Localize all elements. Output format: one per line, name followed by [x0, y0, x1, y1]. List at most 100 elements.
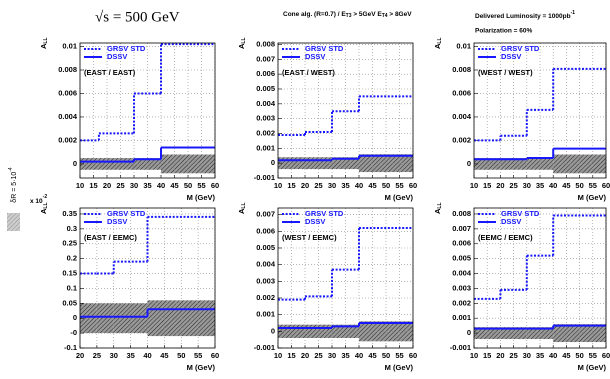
luminosity: Delivered Luminosity = 1000pb-1 — [475, 10, 575, 19]
x-tick-label: 45 — [160, 351, 168, 360]
ylabel-main: A — [237, 208, 246, 214]
x-tick-label: 50 — [382, 181, 390, 190]
y-tick-label: 0 — [73, 159, 77, 168]
cone-part: > 8GeV — [388, 11, 413, 18]
frame — [277, 207, 414, 349]
y-tick-label: 0.008 — [452, 209, 471, 218]
lumi-sup: -1 — [571, 10, 576, 16]
x-tick-label: 25 — [509, 181, 517, 190]
error-band — [96, 303, 114, 334]
panel-label: (EAST / EAST) — [84, 68, 136, 77]
sqrt-s: √s = 500 GeV — [95, 9, 180, 25]
x-tick-label: 35 — [536, 181, 544, 190]
x-tick-label: 55 — [194, 351, 202, 360]
y-tick-label: 0.35 — [62, 209, 77, 218]
x-tick-label: 60 — [409, 351, 417, 360]
y-tick-label: -0.001 — [254, 343, 275, 352]
frame — [277, 42, 414, 179]
x-tick-label: 40 — [355, 181, 363, 190]
error-band — [474, 327, 501, 340]
ylabel-sub: LL — [241, 37, 247, 43]
legend-label: DSSV — [107, 52, 127, 61]
x-tick-label: 15 — [483, 181, 491, 190]
y-tick-label: 0 — [467, 159, 471, 168]
y-tick-label: 0.006 — [58, 88, 77, 97]
x-tick-label: 55 — [395, 351, 403, 360]
y-tick-label: 0.2 — [67, 254, 77, 263]
y-tick-label: 0.001 — [452, 313, 471, 322]
legend-label: GRSV STD — [107, 209, 146, 218]
ylabel-main: A — [433, 208, 442, 214]
x-tick-label: 20 — [76, 351, 84, 360]
x-tick-label: 45 — [368, 181, 376, 190]
cone-sub: T4 — [382, 13, 388, 19]
y-tick-label: 0.006 — [256, 69, 275, 78]
x-tick-label: 45 — [368, 351, 376, 360]
y-tick-label: 0.007 — [256, 54, 275, 63]
x-tick-label: 25 — [314, 181, 322, 190]
y-tick-label: 0 — [73, 313, 77, 322]
x-tick-label: 50 — [184, 181, 192, 190]
x-axis-label: M (GeV) — [187, 193, 216, 202]
x-axis-label: M (GeV) — [385, 363, 414, 372]
panel: 10 15 20 25 30 35 40 45 50 55 60 -0.001 0 0.001 0.002 0… — [433, 202, 610, 372]
ylabel-sub: LL — [43, 37, 49, 43]
y-tick-label: 0.007 — [256, 210, 275, 219]
y-tick-label: 0.007 — [452, 224, 471, 233]
frame — [473, 207, 607, 349]
y-tick-label: -0.001 — [254, 173, 275, 182]
x-tick-label: 60 — [602, 181, 610, 190]
x-tick-label: 45 — [562, 351, 570, 360]
panel-label: (EAST / EEMC) — [84, 233, 137, 242]
x-tick-label: 30 — [523, 351, 531, 360]
y-tick-label: 0.004 — [452, 269, 472, 278]
multiplier: x 10-2 — [30, 194, 47, 204]
y-tick-label: 0.005 — [452, 254, 471, 263]
y-tick-label: 0.008 — [452, 65, 471, 74]
ylabel-sub: LL — [437, 202, 443, 208]
mult-text: x 10 — [30, 198, 43, 205]
panel-label: (WEST / WEST) — [478, 68, 533, 77]
y-tick-label: 0.25 — [62, 239, 77, 248]
x-tick-label: 20 — [496, 351, 504, 360]
cone-sub: T3 — [346, 13, 352, 19]
x-axis-label: M (GeV) — [578, 193, 607, 202]
ylabel-main: A — [39, 208, 48, 214]
cone-text: Cone alg. (R=0.7) / ET3 > 5GeV ET4 > 8Ge… — [283, 11, 412, 20]
x-tick-label: 55 — [589, 351, 597, 360]
legend-label: GRSV STD — [501, 44, 540, 53]
panel-label: (WEST / EEMC) — [282, 233, 337, 242]
legend-label: GRSV STD — [107, 44, 146, 53]
legend-label: GRSV STD — [501, 209, 540, 218]
polarization: Polarization = 60% — [475, 28, 532, 35]
x-tick-label: 40 — [355, 351, 363, 360]
error-band — [80, 303, 97, 334]
y-axis-label: ALL — [39, 37, 49, 49]
x-tick-label: 30 — [130, 181, 138, 190]
ylabel-sub: LL — [43, 202, 49, 208]
y-tick-label: 0.008 — [256, 39, 275, 48]
x-tick-label: 55 — [197, 181, 205, 190]
x-tick-label: 10 — [76, 181, 84, 190]
x-tick-label: 20 — [103, 181, 111, 190]
panel: 10 15 20 25 30 35 40 45 50 55 60 -0.001 0 0.001 0.002 0… — [237, 202, 417, 372]
x-tick-label: 30 — [328, 351, 336, 360]
panel: 20 25 30 35 40 45 50 55 60 -0.1 -0 0 0.05 0.1 0.15 0.2 0… — [39, 202, 219, 372]
legend-label: DSSV — [107, 217, 127, 226]
x-tick-label: 40 — [157, 181, 165, 190]
x-tick-label: 35 — [143, 181, 151, 190]
frame — [473, 42, 607, 179]
x-tick-label: 15 — [483, 351, 491, 360]
x-axis-label: M (GeV) — [578, 363, 607, 372]
cone-part: > 5GeV E — [352, 11, 383, 18]
y-tick-label: 0.004 — [452, 112, 472, 121]
panel: 10 15 20 25 30 35 40 45 50 55 60 0 0.002 0.004 0.006 0.… — [39, 37, 219, 202]
lumi-text: Delivered Luminosity = 1000pb — [475, 13, 571, 20]
x-tick-label: 20 — [301, 181, 309, 190]
x-tick-label: 35 — [126, 351, 134, 360]
x-tick-label: 20 — [301, 351, 309, 360]
y-tick-label: 0.003 — [256, 276, 275, 285]
ylabel-sub: LL — [241, 202, 247, 208]
x-tick-label: 40 — [143, 351, 151, 360]
x-tick-label: 30 — [328, 181, 336, 190]
